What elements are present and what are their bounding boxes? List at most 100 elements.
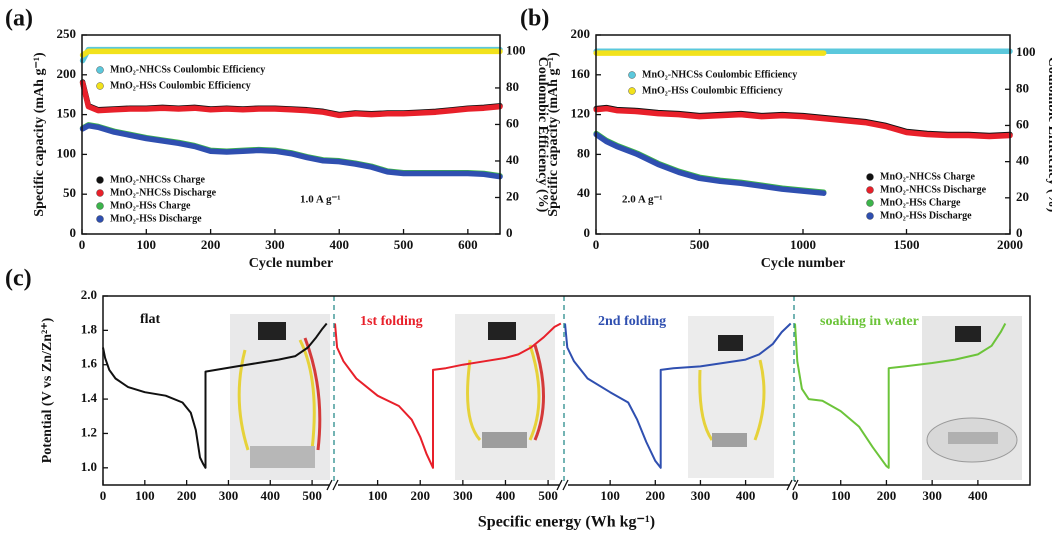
x-tick-label: 400 (736, 488, 756, 503)
x-tick-label: 500 (538, 488, 558, 503)
y2-tick-label: 60 (506, 115, 519, 130)
series-line (564, 322, 792, 469)
y2-axis-title: Coulombic Efficiency (%) (535, 57, 550, 213)
x-axis-title: Cycle number (761, 256, 845, 271)
legend-marker (866, 173, 874, 181)
panel-label: (b) (520, 6, 549, 32)
y-tick-label: 1.4 (81, 390, 98, 405)
y2-tick-label: 80 (1016, 80, 1029, 95)
x-tick-label: 200 (201, 237, 221, 252)
x-tick-label: 0 (100, 488, 107, 503)
y-tick-label: 100 (57, 145, 77, 160)
legend-marker (866, 199, 874, 207)
wire (533, 344, 545, 441)
battery (948, 432, 998, 444)
y-tick-label: 40 (577, 185, 590, 200)
x-tick-label: 500 (302, 488, 322, 503)
x-tick-label: 0 (593, 237, 600, 252)
series-line (593, 105, 1013, 140)
y-tick-label: 160 (571, 66, 591, 81)
y-tick-label: 80 (577, 145, 590, 160)
x-tick-label: 1000 (790, 237, 816, 252)
segment-label: flat (140, 312, 161, 327)
x-tick-label: 300 (691, 488, 711, 503)
y-tick-label: 150 (57, 106, 77, 121)
x-tick-label: 200 (410, 488, 430, 503)
x-tick-label: 100 (831, 488, 851, 503)
meter (258, 322, 286, 340)
x-tick-label: 2000 (997, 237, 1023, 252)
y2-tick-label: 20 (506, 188, 519, 203)
y-tick-label: 50 (63, 185, 76, 200)
y-tick-label: 120 (571, 106, 591, 121)
x-tick-label: 200 (177, 488, 197, 503)
y2-tick-label: 100 (1016, 44, 1036, 59)
x-tick-label: 400 (496, 488, 516, 503)
legend-label: MnO₂-NHCSs Charge (110, 174, 206, 185)
y2-tick-label: 60 (1016, 116, 1029, 131)
segment-label: 2nd folding (598, 314, 666, 329)
y-tick-label: 1.8 (81, 321, 98, 336)
series-line (79, 48, 503, 58)
legend-label: MnO₂-NHCSs Coulombic Efficiency (642, 69, 797, 80)
y-tick-label: 2.0 (81, 287, 97, 302)
wire (698, 359, 766, 441)
legend-label: MnO₂-NHCSs Discharge (110, 187, 217, 198)
y-tick-label: 200 (571, 26, 591, 41)
photo-water (922, 316, 1022, 480)
legend-label: MnO₂-HSs Coulombic Efficiency (110, 80, 251, 91)
legend-label: MnO₂-HSs Charge (880, 197, 961, 208)
x-tick-label: 0 (79, 237, 86, 252)
axis-break-gap (330, 482, 338, 488)
meter (718, 335, 743, 351)
x-tick-label: 400 (968, 488, 988, 503)
y2-tick-label: 0 (1016, 225, 1023, 240)
x-tick-label: 100 (600, 488, 620, 503)
panel-label: (c) (5, 266, 32, 292)
y2-tick-label: 100 (506, 42, 526, 57)
axis-break-gap (790, 482, 798, 488)
battery (712, 433, 747, 447)
series-line (102, 322, 328, 469)
y2-axis-title: Coulombic Efficiency (%) (1045, 57, 1052, 213)
plot-frame (81, 34, 501, 235)
y-tick-label: 1.6 (81, 356, 98, 371)
panel-label: (a) (5, 6, 33, 32)
x-tick-label: 600 (458, 237, 478, 252)
annotation: 2.0 A g⁻¹ (622, 194, 663, 206)
legend-marker (96, 215, 104, 223)
x-tick-label: 1500 (894, 237, 920, 252)
legend-marker (628, 87, 636, 95)
y-tick-label: 0 (70, 225, 77, 240)
legend-marker (866, 212, 874, 220)
x-tick-label: 100 (368, 488, 388, 503)
legend-marker (96, 189, 104, 197)
legend-marker (628, 71, 636, 79)
legend-label: MnO₂-HSs Discharge (880, 210, 972, 221)
legend-label: MnO₂-NHCSs Discharge (880, 184, 987, 195)
axis-break-gap (560, 482, 568, 488)
x-axis-title: Specific energy (Wh kg⁻¹) (478, 514, 655, 531)
legend-marker (96, 66, 104, 74)
x-axis-title: Cycle number (249, 256, 333, 271)
y-axis-title: Specific capacity (mAh g⁻¹) (32, 52, 47, 217)
legend-label: MnO₂-HSs Charge (110, 200, 191, 211)
battery (482, 432, 527, 448)
legend-label: MnO₂-HSs Discharge (110, 213, 202, 224)
x-tick-label: 500 (690, 237, 710, 252)
legend-marker (866, 186, 874, 194)
y2-tick-label: 0 (506, 225, 513, 240)
legend-label: MnO₂-HSs Coulombic Efficiency (642, 85, 783, 96)
legend-marker (96, 176, 104, 184)
x-tick-label: 500 (394, 237, 414, 252)
axis-break (556, 479, 569, 491)
meter (488, 322, 516, 340)
photo-1st (455, 314, 555, 480)
y-tick-label: 1.2 (81, 424, 97, 439)
y2-tick-label: 80 (506, 79, 519, 94)
x-tick-label: 300 (922, 488, 942, 503)
series-line (334, 322, 562, 469)
x-tick-label: 300 (265, 237, 285, 252)
y2-tick-label: 40 (506, 152, 519, 167)
y-axis-title: Potential (V vs Zn/Zn²⁺) (40, 317, 55, 463)
